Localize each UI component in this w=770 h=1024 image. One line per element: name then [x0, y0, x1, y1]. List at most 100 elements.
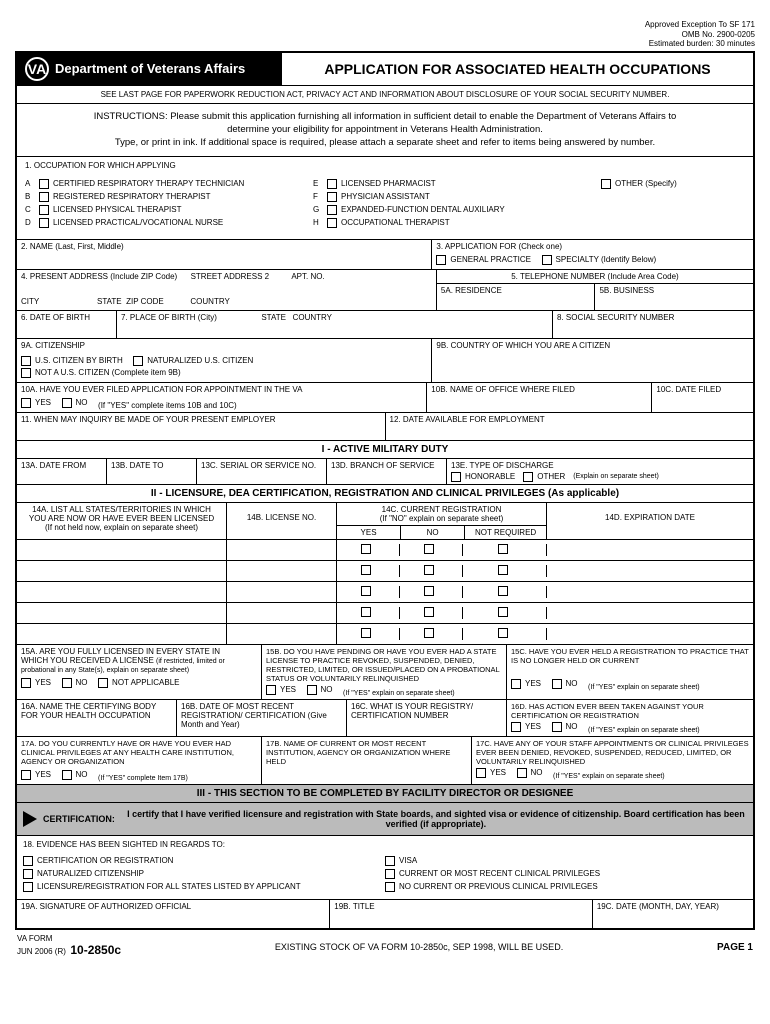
q7-state: STATE — [261, 313, 286, 322]
occ-h: OCCUPATIONAL THERAPIST — [341, 218, 450, 227]
chk-b[interactable] — [39, 192, 49, 202]
form-container: VA Department of Veterans Affairs APPLIC… — [15, 51, 755, 930]
chk-a[interactable] — [39, 179, 49, 189]
cert-label: CERTIFICATION: — [43, 814, 115, 824]
chk-g[interactable] — [327, 205, 337, 215]
q13-oth: OTHER — [537, 472, 565, 481]
chk-18-3[interactable] — [23, 882, 33, 892]
q15b-text: 15B. DO YOU HAVE PENDING OR HAVE YOU EVE… — [266, 647, 502, 683]
q17c-yes: YES — [490, 768, 506, 777]
q3-label: 3. APPLICATION FOR (Check one) — [436, 242, 749, 251]
footer-date: JUN 2006 (R) — [17, 947, 66, 956]
chk-16d-yes[interactable] — [511, 722, 521, 732]
chk-r4-yes[interactable] — [361, 607, 371, 617]
chk-10no[interactable] — [62, 398, 72, 408]
chk-15c-no[interactable] — [552, 679, 562, 689]
chk-18-6[interactable] — [385, 882, 395, 892]
q13-hon: HONORABLE — [465, 472, 515, 481]
chk-other[interactable] — [601, 179, 611, 189]
q9b-label: 9B. COUNTRY OF WHICH YOU ARE A CITIZEN — [436, 341, 749, 350]
chk-r3-nr[interactable] — [498, 586, 508, 596]
chk-h[interactable] — [327, 218, 337, 228]
chk-18-5[interactable] — [385, 869, 395, 879]
q3-spec: SPECIALTY (Identify Below) — [556, 255, 657, 264]
q18-o3: LICENSURE/REGISTRATION FOR ALL STATES LI… — [37, 882, 301, 891]
chk-r1-no[interactable] — [424, 544, 434, 554]
occ-d: LICENSED PRACTICAL/VOCATIONAL NURSE — [53, 218, 223, 227]
q16b-label: 16B. DATE OF MOST RECENT REGISTRATION/ C… — [181, 702, 342, 729]
chk-9a3[interactable] — [21, 368, 31, 378]
q9a-o1: U.S. CITIZEN BY BIRTH — [35, 356, 123, 365]
header-row: VA Department of Veterans Affairs APPLIC… — [17, 53, 753, 86]
chk-r3-yes[interactable] — [361, 586, 371, 596]
q10b-label: 10B. NAME OF OFFICE WHERE FILED — [431, 385, 647, 394]
instr-l3: Type, or print in ink. If additional spa… — [37, 136, 733, 149]
chk-17c-no[interactable] — [517, 768, 527, 778]
q7-country: COUNTRY — [293, 313, 332, 322]
chk-r4-nr[interactable] — [498, 607, 508, 617]
chk-c[interactable] — [39, 205, 49, 215]
chk-d[interactable] — [39, 218, 49, 228]
q5b-label: 5B. BUSINESS — [595, 284, 753, 310]
chk-r2-no[interactable] — [424, 565, 434, 575]
chk-oth[interactable] — [523, 472, 533, 482]
q14-nr: NOT REQUIRED — [465, 526, 546, 539]
chk-e[interactable] — [327, 179, 337, 189]
q19a-label: 19A. SIGNATURE OF AUTHORIZED OFFICIAL — [21, 902, 325, 911]
q15a-yes: YES — [35, 678, 51, 687]
chk-r1-yes[interactable] — [361, 544, 371, 554]
chk-15a-yes[interactable] — [21, 678, 31, 688]
chk-r2-yes[interactable] — [361, 565, 371, 575]
chk-9a2[interactable] — [133, 356, 143, 366]
meta-line3: Estimated burden: 30 minutes — [15, 39, 755, 49]
chk-f[interactable] — [327, 192, 337, 202]
chk-9a1[interactable] — [21, 356, 31, 366]
chk-r5-nr[interactable] — [498, 628, 508, 638]
dept-name: Department of Veterans Affairs — [55, 61, 245, 76]
chk-16d-no[interactable] — [552, 722, 562, 732]
disclosure-notice: SEE LAST PAGE FOR PAPERWORK REDUCTION AC… — [17, 86, 753, 104]
q4-street2: STREET ADDRESS 2 — [191, 272, 270, 281]
chk-r3-no[interactable] — [424, 586, 434, 596]
meta-line2: OMB No. 2900-0205 — [15, 30, 755, 40]
q4-apt: APT. NO. — [291, 272, 324, 281]
chk-18-2[interactable] — [23, 869, 33, 879]
chk-r5-no[interactable] — [424, 628, 434, 638]
occ-b: REGISTERED RESPIRATORY THERAPIST — [53, 192, 211, 201]
chk-15c-yes[interactable] — [511, 679, 521, 689]
q9a-label: 9A. CITIZENSHIP — [21, 341, 427, 350]
q18-o1: CERTIFICATION OR REGISTRATION — [37, 856, 173, 865]
meta-block: Approved Exception To SF 171 OMB No. 290… — [15, 20, 755, 49]
q5-label: 5. TELEPHONE NUMBER (Include Area Code) — [437, 270, 753, 284]
occ-other: OTHER (Specify) — [615, 179, 677, 188]
footer-page: PAGE 1 — [717, 934, 753, 957]
chk-spec[interactable] — [542, 255, 552, 265]
chk-15b-yes[interactable] — [266, 685, 276, 695]
chk-r4-no[interactable] — [424, 607, 434, 617]
chk-17c-yes[interactable] — [476, 768, 486, 778]
footer: VA FORM JUN 2006 (R) 10-2850c EXISTING S… — [15, 930, 755, 957]
chk-10yes[interactable] — [21, 398, 31, 408]
q17c-label: 17C. HAVE ANY OF YOUR STAFF APPOINTMENTS… — [476, 739, 749, 766]
occ-f: PHYSICIAN ASSISTANT — [341, 192, 430, 201]
q17b-label: 17B. NAME OF CURRENT OR MOST RECENT INST… — [266, 739, 467, 766]
q4-label: 4. PRESENT ADDRESS (Include ZIP Code) — [21, 272, 177, 281]
lic-row-2 — [17, 561, 753, 582]
chk-17a-yes[interactable] — [21, 770, 31, 780]
q14a-l1: 14A. LIST ALL STATES/TERRITORIES IN WHIC… — [21, 505, 222, 514]
chk-18-1[interactable] — [23, 856, 33, 866]
chk-15a-na[interactable] — [98, 678, 108, 688]
chk-17a-no[interactable] — [62, 770, 72, 780]
q9a-o3: NOT A U.S. CITIZEN (Complete item 9B) — [35, 368, 181, 377]
chk-gp[interactable] — [436, 255, 446, 265]
sec2-header: II - LICENSURE, DEA CERTIFICATION, REGIS… — [17, 485, 753, 503]
chk-15b-no[interactable] — [307, 685, 317, 695]
q17a-note: (If "YES" complete Item 17B) — [98, 775, 188, 782]
chk-r1-nr[interactable] — [498, 544, 508, 554]
chk-15a-no[interactable] — [62, 678, 72, 688]
chk-r2-nr[interactable] — [498, 565, 508, 575]
occ-c: LICENSED PHYSICAL THERAPIST — [53, 205, 181, 214]
chk-r5-yes[interactable] — [361, 628, 371, 638]
chk-18-4[interactable] — [385, 856, 395, 866]
chk-hon[interactable] — [451, 472, 461, 482]
